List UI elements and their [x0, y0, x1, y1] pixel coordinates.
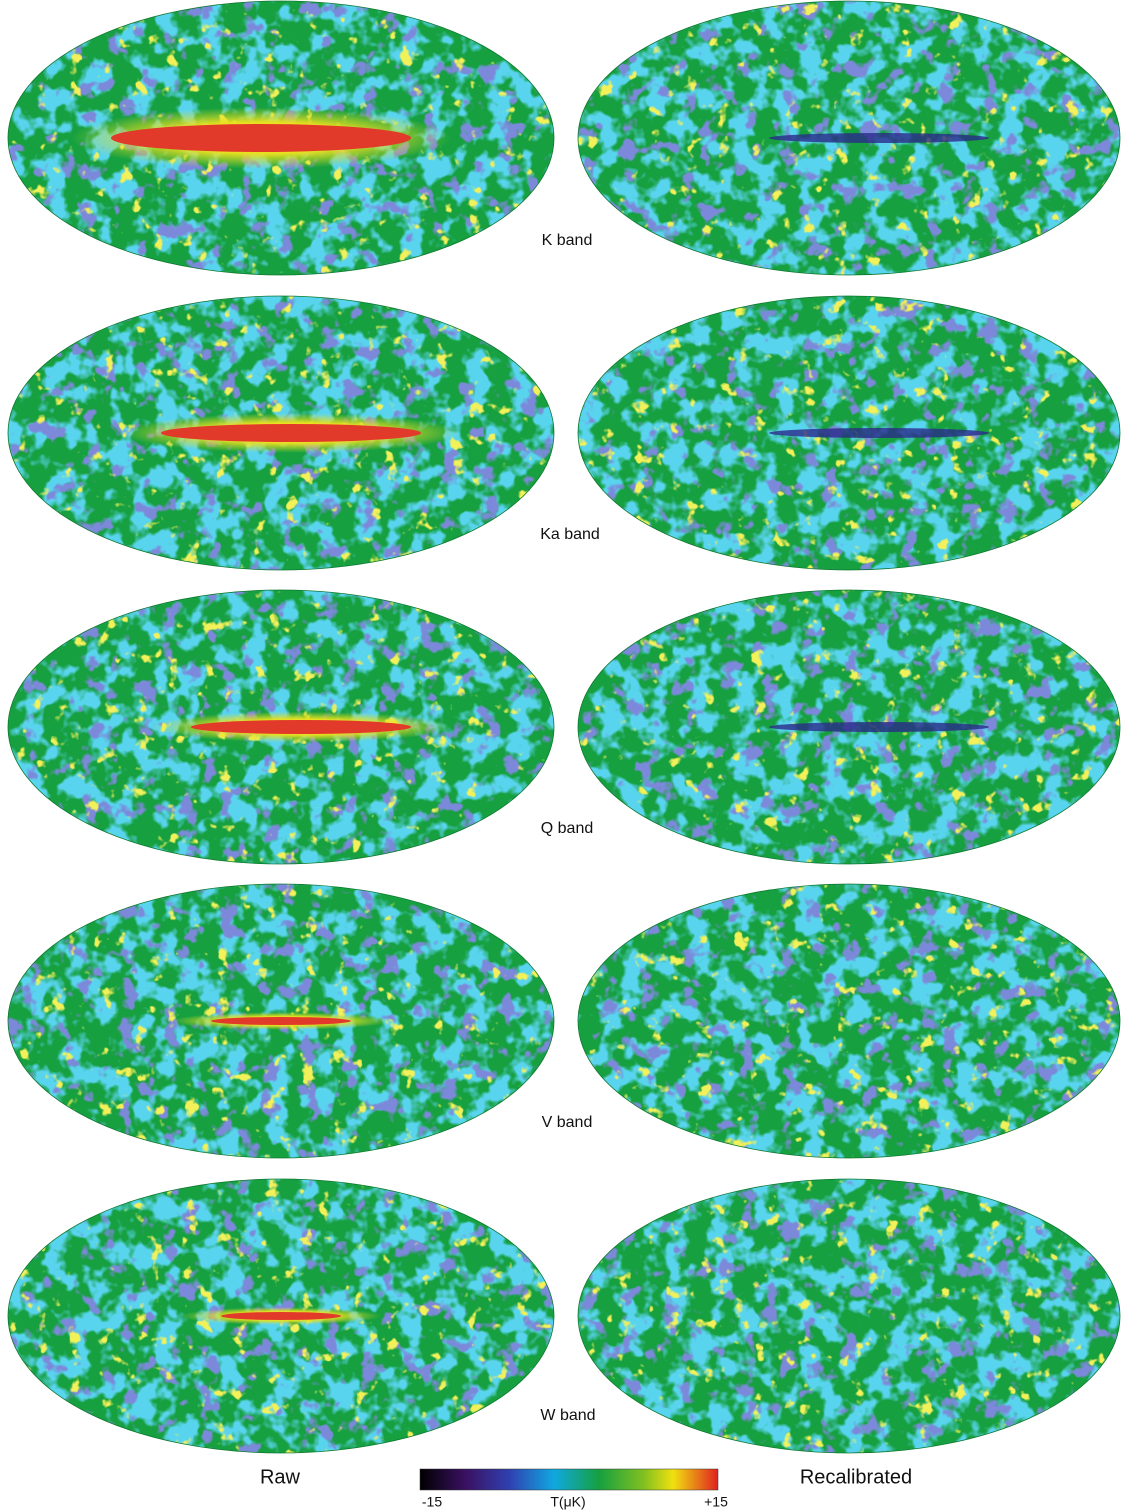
sky-map	[7, 1178, 555, 1454]
band-label: W band	[540, 1407, 595, 1424]
sky-map	[7, 883, 555, 1159]
band-label: Q band	[541, 820, 593, 837]
colorbar-max: +15	[704, 1494, 728, 1510]
sky-map	[577, 883, 1121, 1159]
sky-map	[7, 0, 555, 276]
sky-map	[7, 295, 555, 571]
colorbar-min: -15	[422, 1494, 442, 1510]
sky-map	[577, 295, 1121, 571]
sky-map	[577, 589, 1121, 865]
column-label: Recalibrated	[800, 1466, 912, 1488]
colorbar-title: T(μK)	[550, 1494, 585, 1510]
sky-map	[577, 0, 1121, 276]
sky-map	[577, 1178, 1121, 1454]
band-label: K band	[542, 232, 593, 249]
band-label: V band	[542, 1114, 593, 1131]
band-label: Ka band	[540, 526, 600, 543]
maps	[7, 0, 1121, 1454]
column-label: Raw	[260, 1466, 301, 1488]
sky-map	[7, 589, 555, 865]
colorbar	[419, 1468, 719, 1491]
